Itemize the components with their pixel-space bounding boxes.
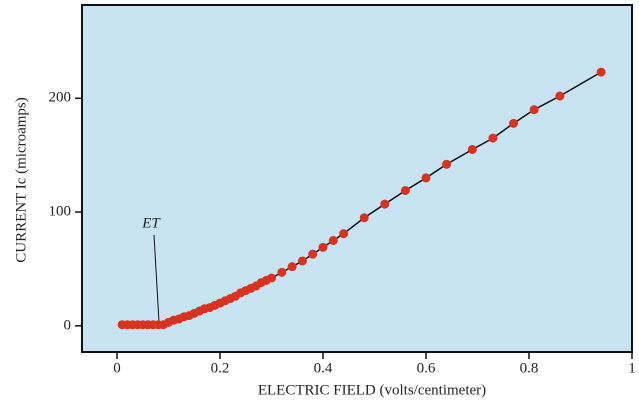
data-point <box>596 67 606 77</box>
data-point <box>442 159 452 169</box>
x-tick-label: 0 <box>113 360 121 376</box>
data-point <box>400 185 410 195</box>
x-tick-label: 1 <box>628 360 636 376</box>
annotation-pointer <box>153 234 160 323</box>
data-point <box>488 133 498 143</box>
x-tick-label: 0.2 <box>211 360 230 376</box>
data-point <box>509 118 519 128</box>
data-point <box>555 91 565 101</box>
data-point <box>297 256 307 266</box>
x-tick-label: 0.4 <box>314 360 333 376</box>
y-axis-label: CURRENT Ic (microamps) <box>13 97 29 263</box>
data-point <box>359 213 369 223</box>
data-point <box>328 236 338 246</box>
data-point <box>277 267 287 277</box>
data-point <box>267 273 277 283</box>
plot-area <box>81 4 633 353</box>
data-point <box>339 229 349 239</box>
data-point <box>529 105 539 115</box>
y-tick-label: 200 <box>49 90 72 106</box>
data-point <box>308 249 318 259</box>
x-tick-label: 0.6 <box>417 360 436 376</box>
data-point <box>421 173 431 183</box>
data-point <box>467 144 477 154</box>
annotation: ET <box>141 215 161 231</box>
data-point <box>318 242 328 252</box>
y-tick-label: 0 <box>64 317 72 333</box>
x-tick-label: 0.8 <box>520 360 539 376</box>
x-axis-label: ELECTRIC FIELD (volts/centimeter) <box>258 382 486 398</box>
data-point <box>380 199 390 209</box>
data-point <box>287 262 297 272</box>
y-tick-label: 100 <box>49 203 72 219</box>
